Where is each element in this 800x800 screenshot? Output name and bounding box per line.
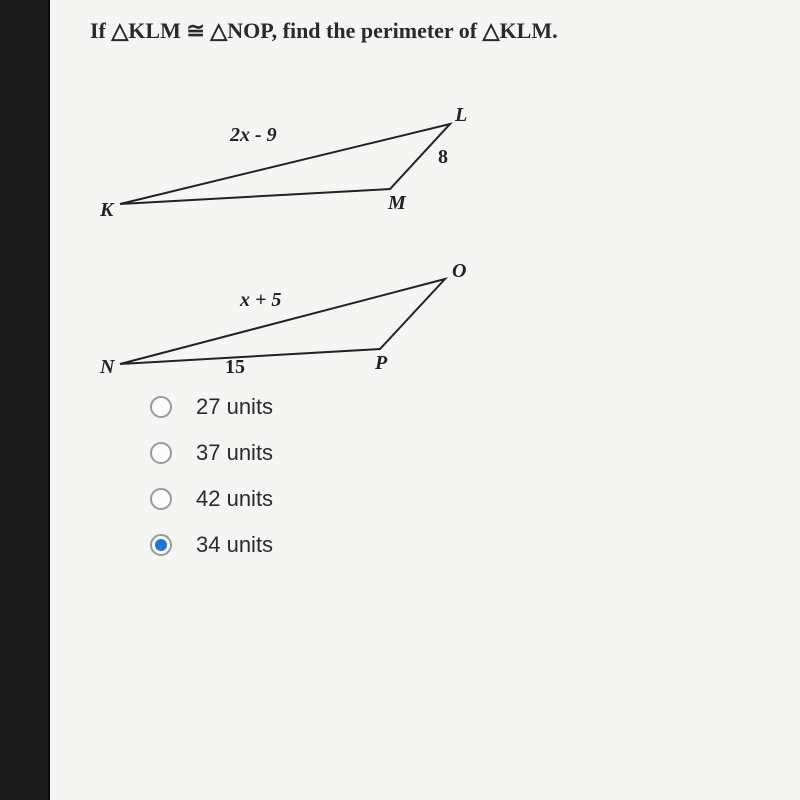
label-lm: 8	[438, 146, 448, 169]
label-np: 15	[225, 356, 245, 379]
question-page: If △KLM ≅ △NOP, find the perimeter of △K…	[50, 0, 800, 800]
option-2[interactable]: 42 units	[150, 486, 770, 512]
triangle-nop	[120, 279, 445, 364]
label-no: x + 5	[240, 289, 281, 312]
radio-icon	[150, 442, 172, 464]
option-3[interactable]: 34 units	[150, 532, 770, 558]
label-kl: 2x - 9	[230, 124, 277, 147]
vertex-k: K	[100, 199, 113, 222]
vertex-l: L	[455, 104, 467, 127]
vertex-m: M	[388, 192, 406, 215]
answer-options: 27 units 37 units 42 units 34 units	[150, 394, 770, 558]
geometry-diagram: 2x - 9 8 L K M x + 5 15 O N P	[90, 64, 510, 374]
vertex-p: P	[375, 352, 387, 375]
option-label: 27 units	[196, 394, 273, 420]
question-text: If △KLM ≅ △NOP, find the perimeter of △K…	[90, 18, 770, 44]
radio-icon	[150, 488, 172, 510]
option-0[interactable]: 27 units	[150, 394, 770, 420]
radio-icon-selected	[150, 534, 172, 556]
window-left-border	[0, 0, 50, 800]
option-label: 42 units	[196, 486, 273, 512]
vertex-n: N	[100, 356, 114, 379]
option-1[interactable]: 37 units	[150, 440, 770, 466]
option-label: 37 units	[196, 440, 273, 466]
radio-icon	[150, 396, 172, 418]
option-label: 34 units	[196, 532, 273, 558]
triangle-svg	[90, 64, 510, 374]
vertex-o: O	[452, 260, 466, 283]
